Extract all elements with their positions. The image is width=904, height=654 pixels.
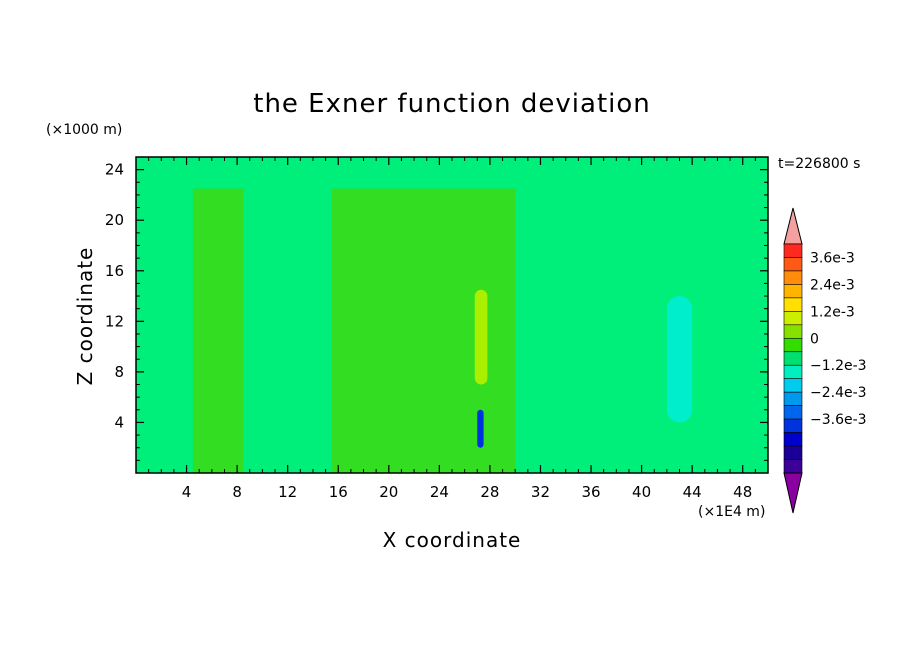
y-axis: 4 8 12 16 20 24	[105, 161, 768, 461]
x-axis: 4 8 12 16 20 24 28 32 36 40 44 48	[148, 157, 756, 501]
colorbar-swatch	[783, 297, 803, 312]
time-label: t=226800 s	[778, 156, 860, 172]
field-region	[331, 188, 516, 473]
x-tick-label: 24	[430, 483, 449, 501]
field-region	[666, 296, 693, 423]
colorbar-label: −2.4e-3	[810, 385, 867, 401]
y-tick-label: 8	[114, 363, 124, 381]
field-region	[474, 289, 488, 385]
colorbar-swatch	[783, 351, 803, 366]
field-region	[192, 188, 244, 473]
x-tick-label: 28	[480, 483, 499, 501]
colorbar-swatch	[783, 364, 803, 380]
colorbar-swatch	[783, 405, 803, 420]
x-tick-label: 48	[733, 483, 752, 501]
x-axis-title: X coordinate	[383, 528, 522, 552]
x-tick-label: 16	[329, 483, 348, 501]
colorbar-swatch	[783, 284, 803, 299]
y-unit-label: (×1000 m)	[46, 122, 122, 138]
colorbar-swatch	[783, 391, 803, 406]
x-tick-label: 36	[581, 483, 600, 501]
x-tick-label: 12	[278, 483, 297, 501]
colorbar: 3.6e-3 2.4e-3 1.2e-3 0 −1.2e-3 −2.4e-3 −3.6e-3	[783, 207, 867, 514]
colorbar-label: 0	[810, 331, 819, 347]
colorbar-label: 3.6e-3	[810, 250, 855, 266]
x-tick-label: 20	[379, 483, 398, 501]
colorbar-swatch	[783, 243, 803, 258]
x-tick-label: 40	[632, 483, 651, 501]
field-layer	[192, 188, 693, 473]
y-tick-label: 20	[105, 211, 124, 229]
colorbar-label: 2.4e-3	[810, 277, 855, 293]
colorbar-swatch	[783, 378, 803, 393]
colorbar-label: −3.6e-3	[810, 412, 867, 428]
colorbar-swatch	[783, 257, 803, 272]
colorbar-swatch	[783, 432, 803, 447]
x-tick-label: 32	[531, 483, 550, 501]
colorbar-swatch	[783, 270, 803, 285]
colorbar-swatch	[783, 324, 803, 339]
colorbar-swatch	[783, 311, 803, 326]
y-axis-title: Z coordinate	[73, 247, 97, 386]
x-tick-label: 8	[232, 483, 242, 501]
colorbar-swatch	[783, 459, 803, 474]
y-tick-label: 4	[114, 413, 124, 431]
colorbar-swatch	[783, 337, 803, 353]
x-tick-label: 4	[182, 483, 192, 501]
colorbar-over-arrow	[783, 207, 803, 245]
colorbar-swatch	[783, 418, 803, 433]
plot-area	[135, 156, 769, 474]
y-tick-label: 12	[105, 312, 124, 330]
chart-title: the Exner function deviation	[253, 89, 651, 119]
x-unit-label: (×1E4 m)	[698, 504, 765, 520]
colorbar-label: 1.2e-3	[810, 304, 855, 320]
field-region	[477, 409, 484, 448]
colorbar-label: −1.2e-3	[810, 358, 867, 374]
colorbar-swatch	[783, 445, 803, 460]
y-tick-label: 16	[105, 262, 124, 280]
colorbar-under-arrow	[783, 472, 803, 514]
y-tick-label: 24	[105, 161, 124, 179]
x-tick-label: 44	[683, 483, 702, 501]
